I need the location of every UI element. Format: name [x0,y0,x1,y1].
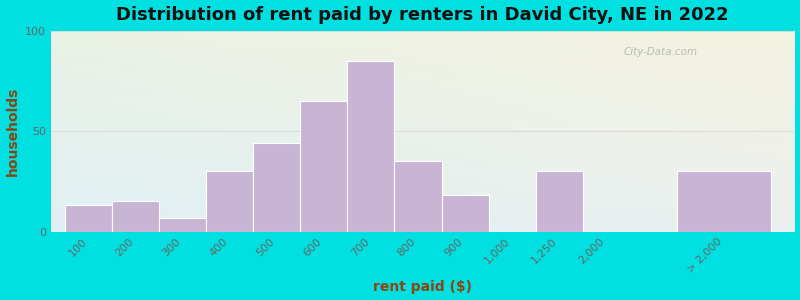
Text: City-Data.com: City-Data.com [623,47,698,57]
Bar [394,161,442,232]
Bar [65,206,112,232]
Bar [112,201,159,232]
Y-axis label: households: households [6,86,19,176]
Bar [442,195,489,232]
Bar [254,143,300,232]
Bar [206,171,254,232]
X-axis label: rent paid ($): rent paid ($) [374,280,472,294]
Bar [347,61,394,232]
Bar [159,218,206,232]
Bar [677,171,771,232]
Bar [300,101,347,232]
Bar [536,171,582,232]
Title: Distribution of rent paid by renters in David City, NE in 2022: Distribution of rent paid by renters in … [116,6,729,24]
